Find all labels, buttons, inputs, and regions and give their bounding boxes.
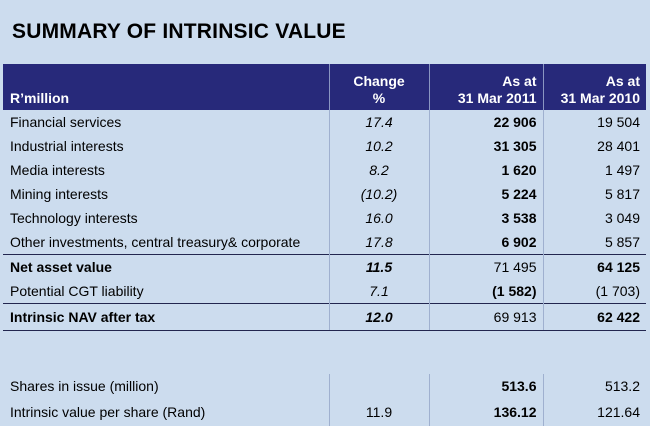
row-label: Technology interests (10, 210, 138, 226)
row-value-2010: (1 703) (542, 279, 646, 304)
header-label: R’million (3, 64, 329, 110)
row-label: Net asset value (3, 254, 329, 279)
row-value-2010: 5 857 (542, 230, 646, 255)
header-label-text: R’million (10, 90, 70, 106)
row-value-2010: 64 125 (542, 254, 646, 279)
header-2011-line2: 31 Mar 2011 (457, 90, 537, 106)
row-change: 17.4 (328, 110, 429, 134)
row-label: Other investments, central treasury& cor… (10, 234, 301, 250)
header-2011-line1: As at (502, 73, 537, 89)
table-row: Other investments, central treasury& cor… (3, 230, 646, 255)
row-change: 10.2 (328, 134, 429, 158)
net-asset-value-row: Net asset value 11.5 71 495 64 125 (3, 254, 646, 279)
header-change: Change% (328, 64, 429, 110)
row-change: 7.1 (328, 279, 429, 304)
row-value-2010: 121.64 (542, 398, 646, 426)
header-change-line2: % (372, 90, 386, 106)
row-label: Mining interests (10, 186, 109, 202)
row-value-2010: 3 049 (542, 206, 646, 230)
header-2010: As at 31 Mar 2010 (542, 64, 646, 110)
row-change: 11.9 (328, 398, 429, 426)
row-value-2011: 136.12 (428, 398, 543, 426)
row-label: Financial services (10, 114, 122, 130)
row-value-2011: 513.6 (428, 374, 543, 398)
header-change-line1: Change (353, 73, 405, 89)
row-change: 16.0 (328, 206, 429, 230)
row-value-2010: 62 422 (542, 303, 646, 331)
spacer-cell (329, 331, 429, 375)
row-value-2011: 31 305 (428, 134, 543, 158)
table-row: Intrinsic value per share (Rand) 11.9 13… (3, 398, 646, 426)
row-label: Industrial interests (10, 138, 124, 154)
row-value-2010: 5 817 (542, 182, 646, 206)
row-change: 8.2 (328, 158, 429, 182)
page-title: SUMMARY OF INTRINSIC VALUE (12, 20, 346, 43)
row-value-2011: 22 906 (428, 110, 543, 134)
spacer-row (3, 331, 646, 375)
row-value-2011: 6 902 (428, 230, 543, 255)
row-label: Shares in issue (million) (10, 378, 159, 394)
row-value-2010: 19 504 (542, 110, 646, 134)
row-value-2011: 3 538 (428, 206, 543, 230)
header-2010-line1: As at (605, 73, 640, 89)
table-header-row: R’million Change% As at 31 Mar 2011 As at… (3, 64, 646, 110)
table-row: Technology interests 16.0 3 538 3 049 (3, 206, 646, 230)
table-row: Financial services 17.4 22 906 19 504 (3, 110, 646, 134)
row-value-2011: 1 620 (428, 158, 543, 182)
row-value-2011: 5 224 (428, 182, 543, 206)
row-change: (10.2) (328, 182, 429, 206)
row-value-2010: 28 401 (542, 134, 646, 158)
table-row: Industrial interests 10.2 31 305 28 401 (3, 134, 646, 158)
spacer-cell (543, 331, 646, 375)
row-value-2010: 1 497 (542, 158, 646, 182)
row-label: Intrinsic value per share (Rand) (10, 404, 206, 420)
table-row: Media interests 8.2 1 620 1 497 (3, 158, 646, 182)
header-2011: As at 31 Mar 2011 (428, 64, 543, 110)
row-value-2011: 69 913 (428, 303, 543, 331)
row-label: Intrinsic NAV after tax (3, 303, 329, 331)
table-row: Potential CGT liability 7.1 (1 582) (1 7… (3, 279, 646, 304)
row-value-2011: (1 582) (428, 279, 543, 304)
row-change: 12.0 (328, 303, 429, 331)
row-change (328, 374, 429, 398)
intrinsic-value-table: R’million Change% As at 31 Mar 2011 As at… (3, 64, 646, 426)
table-row: Mining interests (10.2) 5 224 5 817 (3, 182, 646, 206)
row-value-2010: 513.2 (542, 374, 646, 398)
header-2010-line2: 31 Mar 2010 (560, 90, 640, 106)
row-label: Potential CGT liability (10, 283, 144, 299)
spacer-cell (3, 331, 329, 375)
intrinsic-nav-row: Intrinsic NAV after tax 12.0 69 913 62 4… (3, 303, 646, 331)
row-change: 17.8 (328, 230, 429, 255)
row-change: 11.5 (328, 254, 429, 279)
table-row: Shares in issue (million) 513.6 513.2 (3, 374, 646, 398)
row-value-2011: 71 495 (428, 254, 543, 279)
row-label: Media interests (10, 162, 105, 178)
spacer-cell (429, 331, 543, 375)
